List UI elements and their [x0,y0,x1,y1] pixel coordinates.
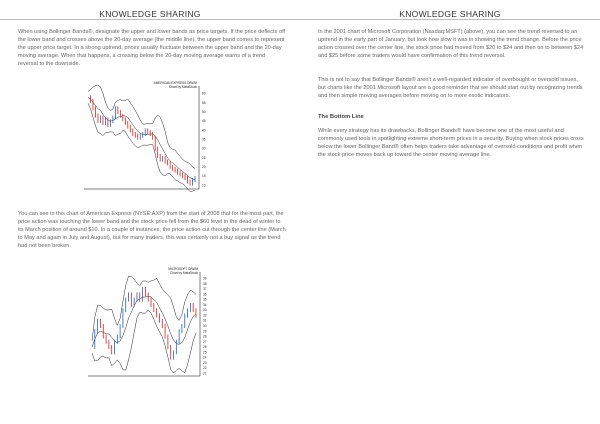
lower-band [87,103,196,192]
lower-band [91,309,197,374]
y-tick-label: 50 [202,110,206,114]
y-tick-label: 30 [203,324,207,328]
y-tick-label: 55 [202,101,206,105]
y-tick-label: 37 [203,287,207,291]
paragraph: When using Bollinger Bands®, designate t… [18,29,286,67]
y-tick-label: 23 [203,361,207,365]
paragraph: While every strategy has its drawbacks, … [318,128,584,158]
y-tick-label: 39 [203,277,207,281]
y-tick-label: 35 [202,138,206,142]
y-tick-label: 10 [202,183,206,187]
y-tick-label: 36 [203,292,207,296]
y-tick-label: 24 [203,356,207,360]
header-rule [300,19,600,20]
y-tick-label: 38 [203,282,207,286]
y-tick-label: 15 [202,174,206,178]
y-tick-label: 27 [203,340,207,344]
y-tick-label: 33 [203,308,207,312]
msft-chart-image: MICROSOFT D/W/M Chart by MetaStock 39 38 37 3… [84,266,216,384]
y-tick-label: 29 [203,329,207,333]
y-tick-label: 30 [202,147,206,151]
y-tick-label: 45 [202,119,206,123]
axp-chart-image: AMERICAN EXPRESS D/W/M Chart by MetaStock… [80,80,215,197]
y-tick-label: 34 [203,303,207,307]
paragraph: In the 2001 chart of Microsoft Corporati… [318,29,584,59]
subheading: The Bottom Line [318,114,364,120]
y-tick-label: 21 [203,371,207,375]
y-tick-label: 25 [202,156,206,160]
paragraph: This is not to say that Bollinger Bands®… [318,77,583,99]
chart-title: MICROSOFT D/W/M [168,267,198,271]
y-tick-label: 26 [203,345,207,349]
y-tick-label: 28 [203,335,207,339]
header-rule [0,19,300,20]
y-tick-label: 32 [203,313,207,317]
right-page: KNOWLEDGE SHARING In the 2001 chart of M… [300,0,600,424]
page-header: KNOWLEDGE SHARING [99,9,201,19]
chart-credit: Chart by MetaStock [170,271,198,275]
left-page: KNOWLEDGE SHARING When using Bollinger B… [0,9,300,384]
y-tick-label: 25 [203,350,207,354]
upper-band [91,276,197,342]
paragraph: You can see in this chart of American Ex… [18,211,286,249]
y-tick-label: 60 [202,92,206,96]
upper-band [87,84,196,169]
y-tick-label: 22 [203,366,207,370]
y-tick-label: 31 [203,319,207,323]
chart-credit: Chart by MetaStock [169,85,197,89]
y-tick-label: 40 [202,128,206,132]
chart-title: AMERICAN EXPRESS D/W/M [154,81,198,85]
middle-band [87,97,196,180]
y-tick-label: 35 [203,298,207,302]
page-header: KNOWLEDGE SHARING [399,9,501,19]
y-tick-label: 20 [202,165,206,169]
middle-band [91,295,197,348]
